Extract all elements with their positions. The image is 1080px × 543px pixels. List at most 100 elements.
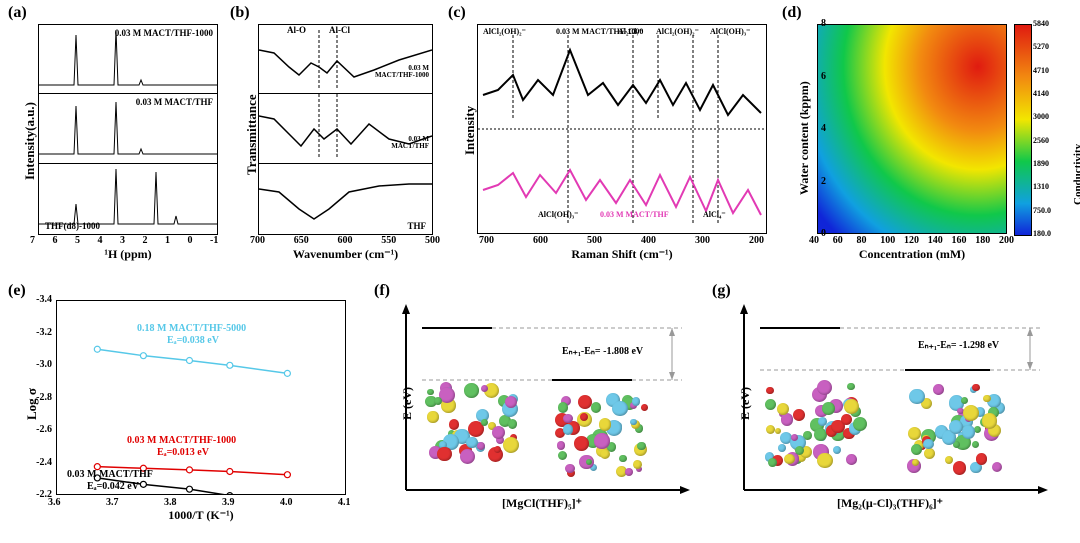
e-xticks-1: 3.7 [106, 497, 119, 508]
d-xticks-8: 200 [999, 235, 1014, 246]
raman-svg [478, 25, 766, 233]
d-yticks-3: 6 [800, 71, 826, 82]
species-0: AlCl₂(OH)₂⁻ [483, 27, 526, 36]
panel-e-plot: 0.18 M MACT/THF-5000Eₐ=0.038 eV0.03 M MA… [56, 300, 346, 495]
d-yticks-2: 4 [800, 123, 826, 134]
atom [924, 448, 935, 459]
panel-g-ylabel: E (eV) [738, 387, 753, 420]
panel-f-xlabel: [MgCl(THF)₅]⁺ [392, 496, 692, 511]
species-1: Al₂Cl₇⁻ [618, 27, 643, 36]
al-cl-label: Al-Cl [329, 25, 350, 35]
d-yticks-1: 2 [800, 176, 826, 187]
panel-d-label: (d) [782, 4, 802, 22]
a-xticks-4: 3 [120, 235, 125, 246]
e-yticks-6: -3.4 [26, 294, 52, 305]
panel-a-label: (a) [8, 4, 27, 22]
cbar-tick-3: 1890 [1033, 159, 1049, 168]
atom [775, 428, 781, 434]
g-deltaE: Eₙ₊₁-Eₙ= -1.298 eV [918, 340, 999, 351]
atom [817, 380, 832, 395]
atom [908, 427, 921, 440]
svg-text:0.03 M MACT/THF-1000: 0.03 M MACT/THF-1000 [127, 435, 236, 446]
b-xticks-0: 700 [250, 235, 265, 246]
atom [847, 383, 855, 391]
atom [818, 417, 827, 426]
atom [641, 404, 648, 411]
d-yticks-0: 0 [800, 228, 826, 239]
e-yticks-5: -3.2 [26, 327, 52, 338]
panel-a-plot: 0.03 M MACT/THF-1000 0.03 M MACT/THF THF… [38, 24, 218, 234]
d-xticks-2: 80 [857, 235, 867, 246]
ftir-b2 [259, 94, 432, 162]
atom [822, 402, 835, 415]
panel-d-plot [817, 24, 1007, 234]
a-xticks-0: 7 [30, 235, 35, 246]
c-xticks-1: 600 [533, 235, 548, 246]
svg-text:Eₐ=0.038 eV: Eₐ=0.038 eV [167, 335, 220, 346]
e-xticks-5: 4.1 [338, 497, 351, 508]
arrhenius-svg: 0.18 M MACT/THF-5000Eₐ=0.038 eV0.03 M MA… [57, 301, 345, 494]
cbar-tick-0: 180.0 [1033, 229, 1051, 238]
b-xticks-2: 600 [338, 235, 353, 246]
atom [557, 441, 566, 450]
panel-a-sub2-title: THF(d8)-1000 [45, 221, 100, 231]
atom [503, 437, 519, 453]
atom [460, 449, 476, 465]
atom [817, 453, 832, 468]
atom [778, 444, 786, 452]
d-xticks-4: 120 [904, 235, 919, 246]
atom [600, 449, 610, 459]
panel-b-sub1-title: 0.03 MMACT/THF [391, 136, 429, 150]
species-4: AlCl(OH)₃⁻ [538, 210, 578, 219]
atom [983, 395, 990, 402]
atom [477, 442, 485, 450]
panel-e-label: (e) [8, 282, 26, 300]
atom [612, 401, 627, 416]
atom [777, 403, 789, 415]
panel-b-sub0-title: 0.03 MMACT/THF-1000 [375, 65, 429, 79]
svg-text:0.03 M MACT/THF: 0.03 M MACT/THF [67, 469, 153, 480]
atom [933, 384, 944, 395]
a-xticks-5: 2 [143, 235, 148, 246]
panel-a-ylabel: Intensity(a.u.) [22, 102, 38, 180]
atom [961, 397, 968, 404]
panel-a-sub1-title: 0.03 M MACT/THF [136, 97, 213, 107]
cbar-tick-9: 5840 [1033, 19, 1049, 28]
panel-c-ylabel: Intensity [462, 106, 478, 155]
atom [494, 446, 501, 453]
atom [972, 441, 979, 448]
e-yticks-0: -2.2 [26, 489, 52, 500]
atom [466, 437, 478, 449]
atom [505, 396, 517, 408]
d-xticks-7: 180 [975, 235, 990, 246]
panel-b-label: (b) [230, 4, 250, 22]
atom [637, 442, 645, 450]
panel-b-plot: Al-O Al-Cl 0.03 MMACT/THF-1000 0.03 MMAC… [258, 24, 433, 234]
d-xticks-3: 100 [880, 235, 895, 246]
atom [630, 419, 636, 425]
atom [992, 462, 1002, 472]
c-xticks-3: 400 [641, 235, 656, 246]
panel-a-xlabel: ¹H (ppm) [38, 247, 218, 262]
atom [846, 454, 857, 465]
atom [558, 451, 567, 460]
g-molecule-1 [760, 378, 870, 473]
d-xticks-5: 140 [928, 235, 943, 246]
atom [632, 397, 641, 406]
atom [963, 405, 979, 421]
e-xticks-4: 4.0 [280, 497, 293, 508]
svg-text:Eₐ=0.042 eV: Eₐ=0.042 eV [87, 481, 140, 492]
atom [563, 414, 572, 423]
panel-d-cbar-label: Conductivity (µS/cm) [1072, 144, 1080, 205]
d-yticks-4: 8 [800, 18, 826, 29]
a-xticks-3: 4 [98, 235, 103, 246]
ftir-b3 [259, 164, 432, 232]
a-xticks-6: 1 [165, 235, 170, 246]
atom [962, 425, 975, 438]
atom [793, 409, 805, 421]
cbar-tick-7: 4710 [1033, 66, 1049, 75]
atom [591, 402, 602, 413]
panel-c-label: (c) [448, 4, 466, 22]
svg-text:Eₐ=0.013 eV: Eₐ=0.013 eV [157, 447, 210, 458]
panel-f-ylabel: E (eV) [400, 387, 415, 420]
